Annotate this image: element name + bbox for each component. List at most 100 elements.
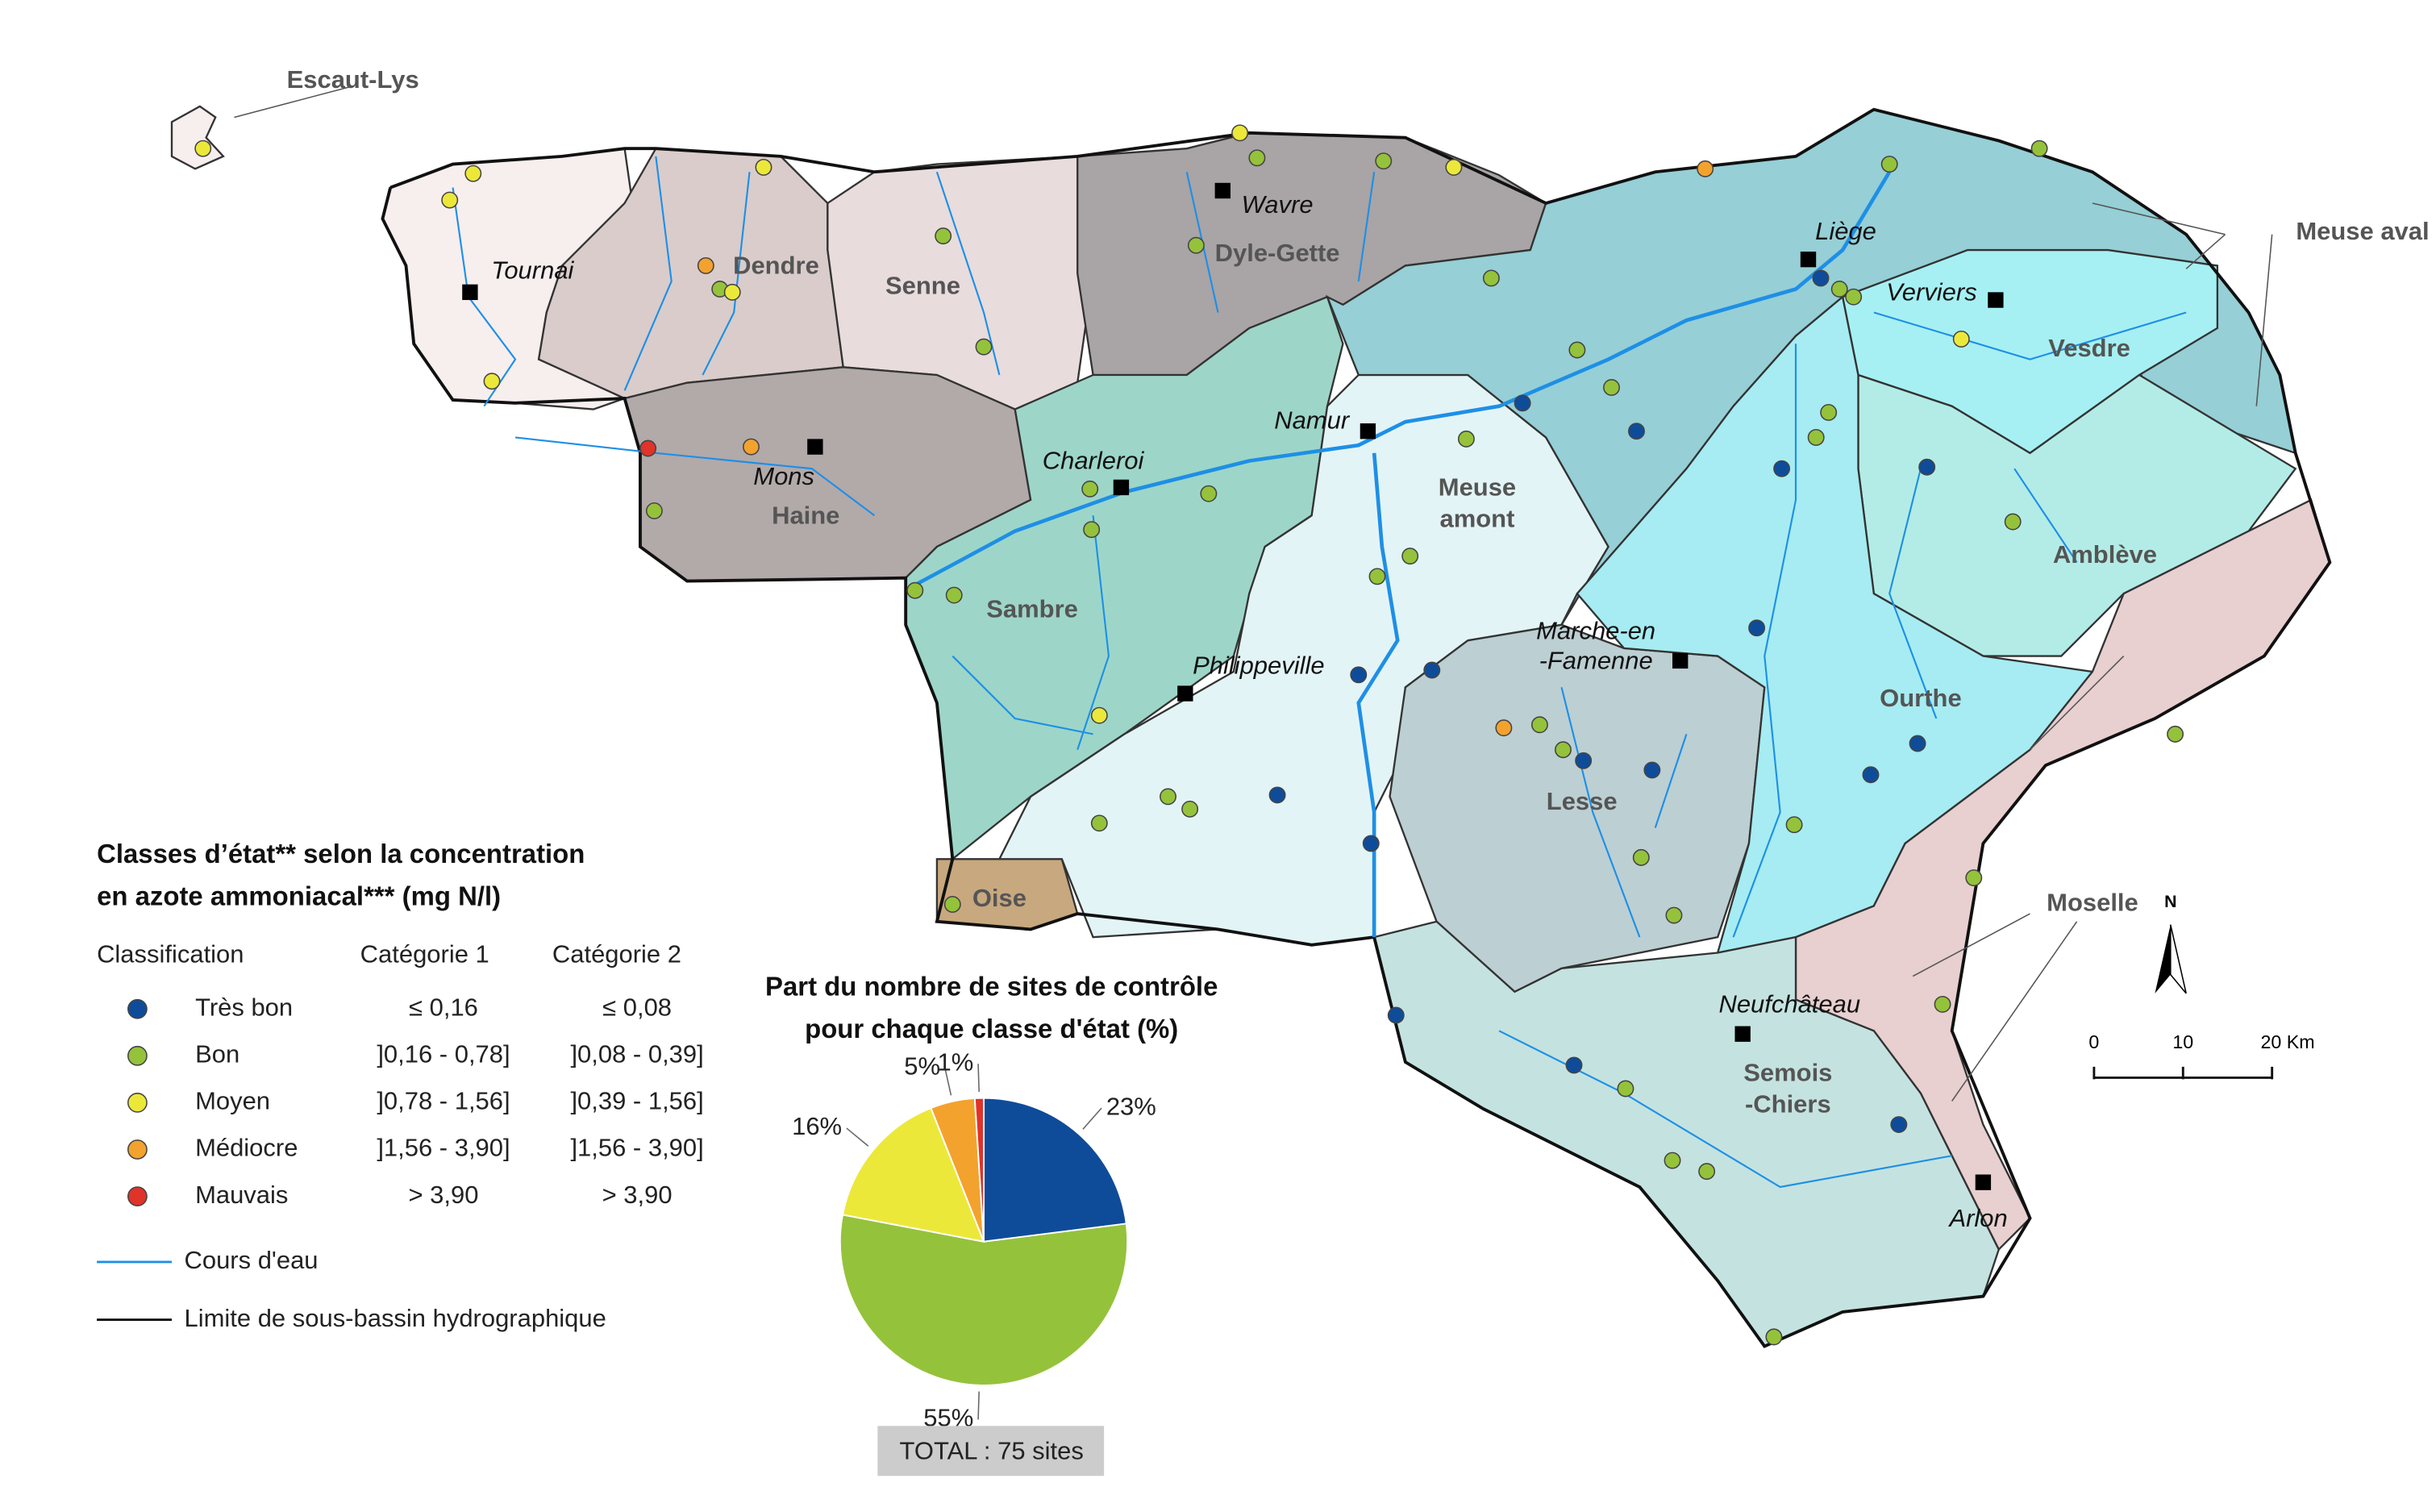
border xyxy=(381,107,2332,1348)
city-marker xyxy=(1988,292,2004,308)
city-marker xyxy=(462,284,478,301)
leader-line xyxy=(2255,234,2273,406)
city-marker xyxy=(1214,182,1230,199)
site-marker xyxy=(1628,423,1645,440)
site-marker xyxy=(1482,269,1500,287)
basin-label: Vesdre xyxy=(2048,334,2130,362)
legend-river: Cours d'eau xyxy=(185,1246,319,1274)
site-marker xyxy=(1387,1006,1405,1024)
site-marker xyxy=(1909,735,1926,752)
leader-line xyxy=(846,1127,869,1147)
site-marker xyxy=(723,283,741,301)
city-marker xyxy=(807,439,823,455)
river xyxy=(935,171,1001,376)
pie-slice xyxy=(983,1097,1127,1243)
leader-line xyxy=(977,1391,980,1420)
site-marker xyxy=(1765,1328,1783,1346)
leader-line xyxy=(1912,913,2030,977)
basin-area xyxy=(170,105,225,170)
city-label: Neufchâteau xyxy=(1718,990,1860,1018)
site-marker xyxy=(2004,513,2022,531)
legend-marker xyxy=(127,1139,148,1160)
site-marker xyxy=(697,256,714,274)
legend-marker xyxy=(127,1093,148,1113)
chart-title: pour chaque classe d'état (%) xyxy=(805,1014,1178,1043)
city-marker xyxy=(1975,1174,1992,1190)
site-marker xyxy=(1643,761,1661,779)
river xyxy=(1873,311,2187,360)
city-label: Wavre xyxy=(1242,190,1314,219)
leader-line xyxy=(234,85,353,119)
site-marker xyxy=(1632,848,1650,866)
site-marker xyxy=(1845,288,1863,306)
city-marker xyxy=(1113,479,1130,496)
site-marker xyxy=(441,191,459,209)
north-arrow xyxy=(2170,924,2187,994)
site-marker xyxy=(1362,835,1380,852)
legend-marker xyxy=(127,998,148,1019)
basins xyxy=(170,105,2332,1348)
legend-header: Catégorie 1 xyxy=(360,940,489,968)
city-label: Liège xyxy=(1815,217,1876,245)
site-marker xyxy=(1820,404,1838,421)
pie-label: 1% xyxy=(938,1048,974,1076)
legend-marker xyxy=(127,1045,148,1066)
site-marker xyxy=(935,227,952,245)
site-marker xyxy=(945,586,963,604)
city-label: Arlon xyxy=(1947,1204,2007,1232)
legend-threshold: ≤ 0,16 xyxy=(409,993,478,1021)
legend-threshold: ]1,56 - 3,90] xyxy=(570,1134,703,1162)
city-label: Philippeville xyxy=(1193,651,1325,679)
legend-title: Classes d’état** selon la concentration xyxy=(97,839,585,868)
city-label: -Famenne xyxy=(1539,646,1653,674)
site-marker xyxy=(464,165,482,182)
site-marker xyxy=(1697,160,1714,177)
site-marker xyxy=(1773,460,1791,477)
site-marker xyxy=(1664,1152,1681,1169)
river xyxy=(2013,468,2078,563)
site-marker xyxy=(1812,269,1830,287)
chart-title: Part du nombre de sites de contrôle xyxy=(765,972,1218,1002)
legend-threshold: ]0,08 - 0,39] xyxy=(570,1040,703,1068)
site-marker xyxy=(906,581,924,599)
site-marker xyxy=(1807,428,1825,446)
city-label: Namur xyxy=(1274,406,1351,434)
leader-line xyxy=(2029,656,2125,751)
legend-header: Classification xyxy=(97,940,244,968)
site-marker xyxy=(975,338,993,356)
basin-label: Oise xyxy=(972,884,1026,912)
river-meuse xyxy=(912,171,1892,588)
site-marker xyxy=(1181,800,1199,818)
basin-label: Dyle-Gette xyxy=(1215,239,1340,267)
north-arrow xyxy=(2155,924,2171,993)
site-marker xyxy=(1880,156,1898,173)
site-marker xyxy=(1160,788,1176,806)
site-marker xyxy=(1934,995,1951,1013)
site-marker xyxy=(1231,124,1249,142)
river xyxy=(702,172,751,376)
scale-label: 10 xyxy=(2172,1031,2193,1052)
legend-label: Médiocre xyxy=(195,1134,298,1162)
site-marker xyxy=(1617,1080,1634,1098)
total-box xyxy=(877,1426,1105,1477)
river xyxy=(1076,515,1110,751)
site-marker xyxy=(2030,140,2048,157)
site-marker xyxy=(755,158,772,176)
site-marker xyxy=(1603,379,1620,396)
city-label: Verviers xyxy=(1886,277,1976,306)
river xyxy=(1498,1030,1952,1189)
city-label: Charleroi xyxy=(1043,447,1145,475)
basin-label: Lesse xyxy=(1547,787,1618,815)
site-marker xyxy=(1445,158,1463,176)
basin-label: Meuse xyxy=(1439,473,1516,502)
site-marker xyxy=(645,502,663,519)
site-marker xyxy=(1350,666,1368,684)
city-label: Tournai xyxy=(491,256,574,284)
city-marker xyxy=(1800,251,1817,268)
site-marker xyxy=(1568,341,1586,359)
site-marker xyxy=(639,439,657,457)
leader-line xyxy=(2185,234,2226,269)
river xyxy=(1357,172,1376,281)
basin-label: Meuse aval xyxy=(2296,217,2429,245)
